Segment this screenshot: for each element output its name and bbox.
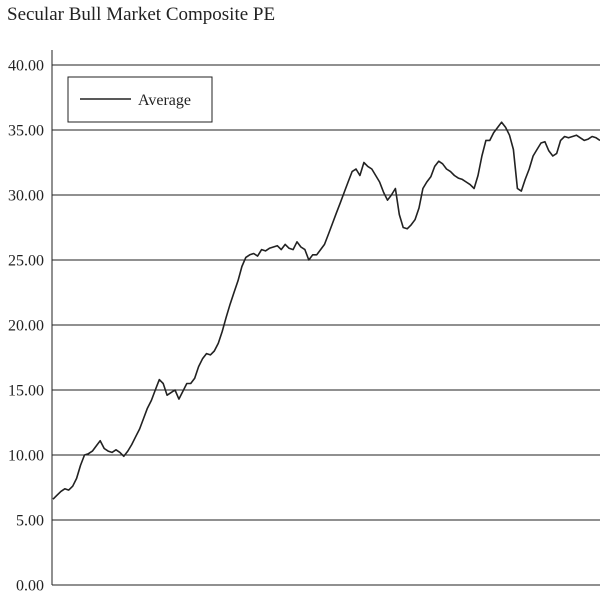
y-tick-label: 40.00 [8,58,44,75]
y-tick-label: 0.00 [16,578,44,595]
y-tick-label: 25.00 [8,253,44,270]
y-tick-label: 30.00 [8,188,44,205]
gridlines [52,64,600,521]
series-layer [52,121,600,500]
y-axis-tick-labels: 0.00 5.00 10.00 15.00 20.00 25.00 30.00 35.00 40… [8,58,44,595]
series-line-average [52,121,600,500]
y-tick-label: 10.00 [8,448,44,465]
y-tick-label: 5.00 [16,513,44,530]
y-tick-label: 15.00 [8,383,44,400]
legend: Average [67,76,213,123]
y-tick-label: 20.00 [8,318,44,335]
legend-label-average: Average [138,92,191,109]
y-tick-label: 35.00 [8,123,44,140]
chart-title: Secular Bull Market Composite PE [7,4,276,25]
